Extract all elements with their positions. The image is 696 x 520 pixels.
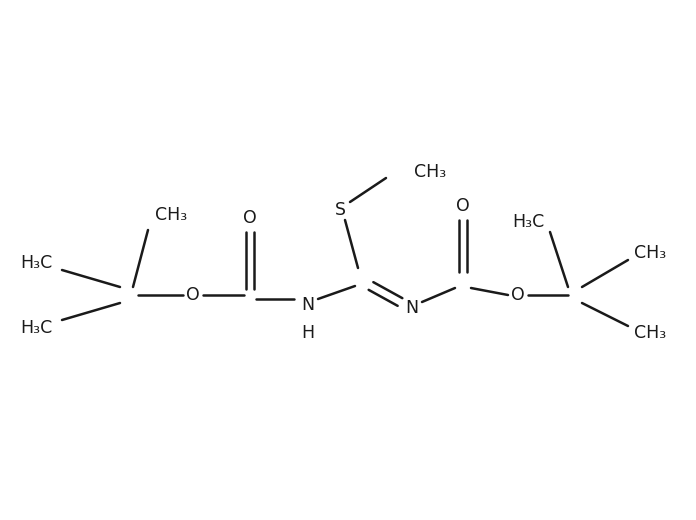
Text: O: O [511,286,525,304]
Text: O: O [243,209,257,227]
Text: CH₃: CH₃ [414,163,446,181]
Text: N: N [406,299,418,317]
Text: O: O [456,197,470,215]
Text: H₃C: H₃C [512,213,544,231]
Text: N: N [301,296,315,314]
Text: CH₃: CH₃ [634,324,666,342]
Text: H₃C: H₃C [19,254,52,272]
Text: S: S [335,201,345,219]
Text: H₃C: H₃C [19,319,52,337]
Text: H: H [301,324,315,342]
Text: O: O [186,286,200,304]
Text: CH₃: CH₃ [634,244,666,262]
Text: CH₃: CH₃ [155,206,187,224]
